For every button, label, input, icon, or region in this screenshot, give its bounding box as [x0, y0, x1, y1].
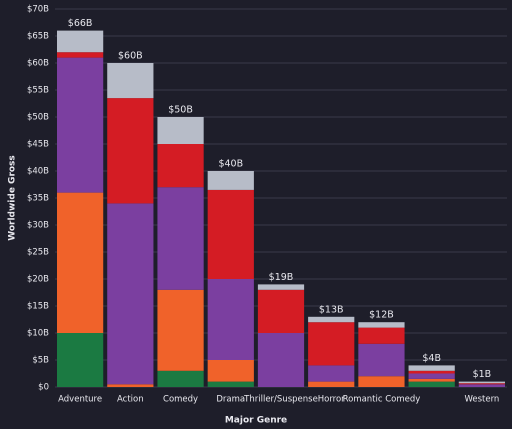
- total-label: $40B: [218, 159, 243, 170]
- bar-segment: [207, 279, 254, 360]
- y-tick-label: $45B: [27, 140, 49, 150]
- bar-segment: [358, 376, 405, 387]
- bar-segment: [207, 189, 254, 279]
- bar-segment: [207, 171, 254, 190]
- bar-segment: [408, 370, 455, 374]
- total-label: $1B: [473, 369, 492, 380]
- bar-segment: [107, 203, 154, 385]
- total-label: $50B: [168, 105, 193, 116]
- bar-segment: [57, 30, 104, 53]
- bar-segment: [257, 333, 305, 387]
- y-tick-label: $5B: [32, 356, 49, 366]
- y-tick-label: $55B: [27, 86, 49, 96]
- total-label: $19B: [269, 272, 294, 283]
- total-label: $13B: [319, 304, 344, 315]
- bar-segment: [107, 98, 154, 204]
- bar-segment: [308, 316, 355, 323]
- y-tick-label: $15B: [27, 302, 49, 312]
- y-tick-label: $10B: [27, 329, 49, 339]
- y-tick-label: $70B: [27, 5, 49, 15]
- y-tick-label: $35B: [27, 194, 49, 204]
- bar-segment: [408, 365, 455, 371]
- bar-segment: [157, 187, 204, 290]
- y-tick-label: $60B: [27, 59, 49, 69]
- bar-segment: [458, 384, 505, 387]
- bar-segment: [57, 57, 104, 193]
- y-tick-label: $20B: [27, 275, 49, 285]
- bar-segment: [207, 381, 254, 387]
- x-tick-label: Thriller/Suspense: [243, 395, 318, 405]
- y-tick-label: $40B: [27, 167, 49, 177]
- y-tick-label: $25B: [27, 248, 49, 258]
- bar-segment: [57, 52, 104, 58]
- bar-segment: [308, 322, 355, 366]
- bar-segment: [57, 333, 104, 387]
- bar-segment: [57, 192, 104, 333]
- total-label: $60B: [118, 51, 143, 62]
- bar-segment: [107, 63, 154, 99]
- bar-segment: [157, 117, 204, 144]
- bar-segment: [458, 381, 505, 384]
- bar-segment: [408, 378, 455, 382]
- x-tick-label: Horror: [318, 395, 345, 405]
- y-tick-label: $30B: [27, 221, 49, 231]
- bar-segment: [257, 284, 305, 290]
- bar-segment: [207, 360, 254, 382]
- x-tick-label: Comedy: [163, 395, 198, 405]
- bar-segment: [358, 322, 405, 328]
- bar-segment: [358, 327, 405, 344]
- bar-segment: [458, 383, 505, 385]
- bar-segment: [308, 365, 355, 382]
- bar-segment: [308, 381, 355, 387]
- bar-segment: [257, 289, 305, 333]
- bar-segment: [408, 373, 455, 379]
- total-label: $4B: [422, 353, 441, 364]
- y-axis-title: Worldwide Gross: [8, 155, 18, 241]
- bar-segment: [157, 370, 204, 387]
- bar-segment: [107, 384, 154, 387]
- y-tick-label: $65B: [27, 32, 49, 42]
- x-tick-label: Western: [464, 395, 499, 405]
- bar-segment: [408, 381, 455, 387]
- total-label: $66B: [68, 18, 93, 29]
- bar-segment: [157, 144, 204, 188]
- x-tick-label: Adventure: [58, 395, 102, 405]
- bar-segment: [358, 343, 405, 377]
- x-tick-label: Romantic Comedy: [343, 395, 421, 405]
- bar-segment: [157, 289, 204, 371]
- y-tick-label: $0: [38, 383, 49, 393]
- x-axis-title: Major Genre: [225, 416, 287, 426]
- y-tick-label: $50B: [27, 113, 49, 123]
- x-tick-label: Drama: [216, 395, 245, 405]
- total-label: $12B: [369, 310, 394, 321]
- x-tick-label: Action: [117, 395, 144, 405]
